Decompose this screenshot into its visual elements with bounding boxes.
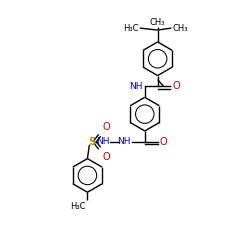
Text: O: O [172,82,180,92]
Text: O: O [102,122,110,132]
Text: CH₃: CH₃ [150,18,166,27]
Text: H₃C: H₃C [70,202,86,211]
Text: O: O [102,152,110,162]
Text: NH: NH [129,82,143,91]
Text: CH₃: CH₃ [172,24,188,32]
Text: NH: NH [118,137,131,146]
Text: H₃C: H₃C [123,24,139,32]
Text: O: O [160,137,167,147]
Text: S: S [88,137,96,147]
Text: NH: NH [96,137,109,146]
